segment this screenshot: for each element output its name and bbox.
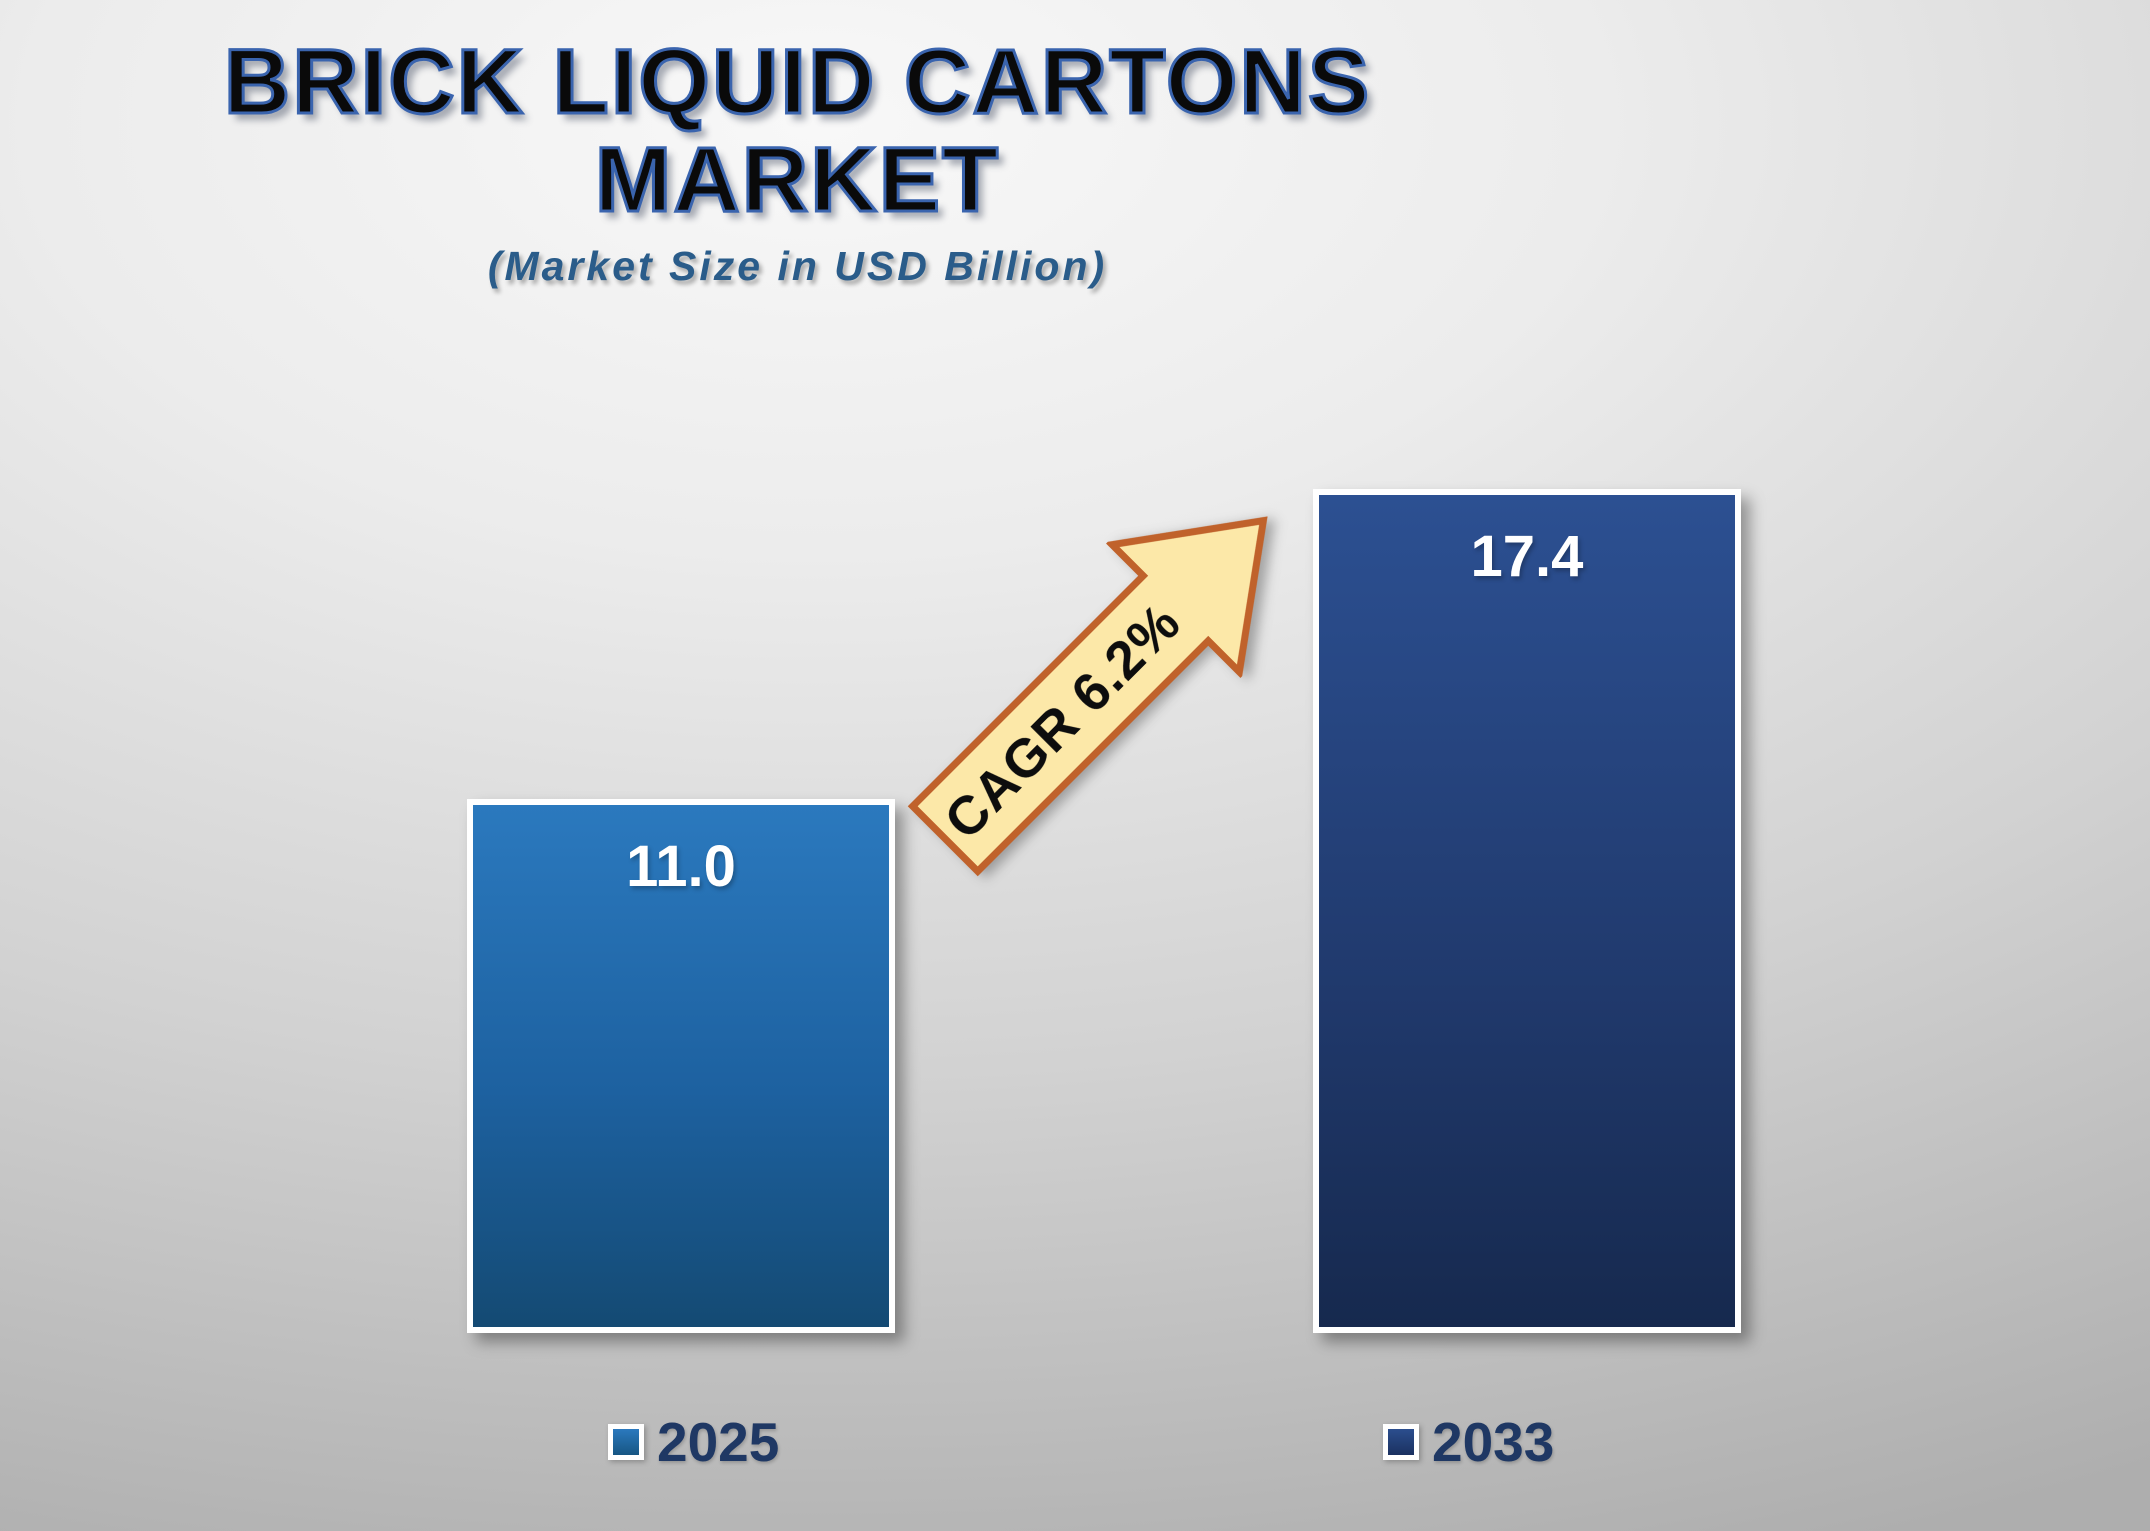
bar-2025-value-label: 11.0 — [626, 834, 736, 899]
chart-title-line2: MARKET — [593, 128, 1001, 231]
legend-swatch-2033-icon — [1383, 1424, 1419, 1460]
bar-2025: 11.0 — [467, 799, 895, 1333]
legend-item-2033: 2033 — [1383, 1411, 1554, 1473]
legend-swatch-2025-icon — [608, 1424, 644, 1460]
bar-2033: 17.4 — [1313, 489, 1741, 1333]
chart-header: BRICK LIQUID CARTONS MARKET (Market Size… — [0, 31, 1595, 290]
growth-arrow-icon: CAGR 6.2% — [907, 516, 1268, 877]
cagr-annotation: CAGR 6.2% — [933, 592, 1192, 851]
legend-label-2025: 2025 — [657, 1411, 780, 1473]
legend-label-2033: 2033 — [1432, 1411, 1555, 1473]
chart-subtitle: (Market Size in USD Billion) — [487, 243, 1108, 290]
bar-2033-value-label: 17.4 — [1470, 524, 1584, 589]
growth-arrow-shape — [907, 516, 1268, 877]
legend-item-2025: 2025 — [608, 1411, 779, 1473]
chart-title-line1: BRICK LIQUID CARTONS — [222, 31, 1372, 133]
